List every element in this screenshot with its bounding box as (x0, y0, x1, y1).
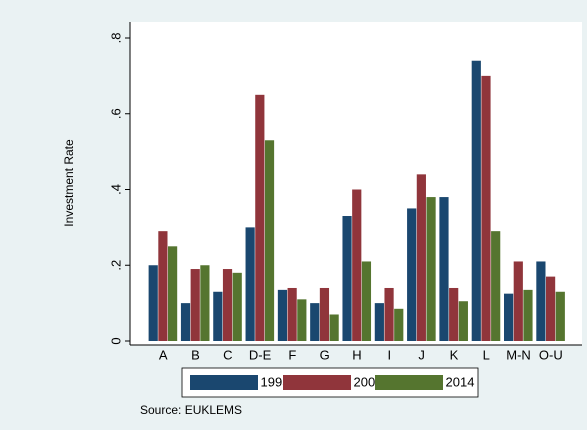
x-tick-label: G (320, 347, 330, 362)
y-tick-label: .6 (108, 108, 123, 119)
bar (245, 227, 255, 341)
x-tick-label: I (387, 347, 391, 362)
bar (213, 291, 223, 341)
bar (439, 197, 449, 341)
bar (481, 75, 491, 341)
bar (148, 265, 158, 341)
x-tick-label: M-N (506, 347, 531, 362)
legend-label: 1995 (261, 374, 290, 389)
bar (168, 246, 178, 341)
bar (491, 231, 501, 341)
y-tick-label: .2 (108, 260, 123, 271)
bar (329, 314, 339, 341)
bar (342, 216, 352, 341)
bar (523, 289, 533, 341)
bar (200, 265, 210, 341)
bar (297, 299, 307, 341)
x-tick-label: K (450, 347, 459, 362)
bar (352, 189, 362, 341)
source-note: Source: EUKLEMS (140, 403, 242, 417)
bar (255, 94, 265, 341)
legend-swatch (375, 375, 443, 390)
bar (426, 197, 436, 341)
x-tick-label: F (288, 347, 296, 362)
bar (536, 261, 546, 341)
bar (190, 269, 200, 341)
bar (416, 174, 426, 341)
y-tick-label: .4 (108, 184, 123, 195)
y-tick-label: 0 (108, 337, 123, 344)
bar (407, 208, 417, 341)
bar (180, 303, 191, 341)
bar (471, 60, 481, 341)
y-axis-title: Investment Rate (62, 139, 76, 227)
bar (277, 289, 288, 341)
bar (222, 269, 233, 341)
bar (287, 287, 297, 341)
bar (310, 303, 320, 341)
y-tick-label: .8 (108, 33, 123, 44)
bar (374, 303, 384, 341)
bar (449, 287, 459, 341)
x-tick-label: A (159, 347, 168, 362)
bar (546, 276, 556, 341)
bar (361, 261, 372, 341)
x-tick-label: J (418, 347, 425, 362)
bar (384, 287, 394, 341)
bar (158, 231, 168, 341)
legend-swatch (190, 375, 258, 390)
bar (264, 140, 275, 341)
legend-swatch (283, 375, 351, 390)
bar (513, 261, 523, 341)
bar (394, 308, 404, 341)
x-tick-label: B (191, 347, 200, 362)
x-tick-label: C (223, 347, 232, 362)
x-tick-label: H (352, 347, 361, 362)
x-tick-label: O-U (539, 347, 563, 362)
bar (319, 287, 330, 341)
legend-label: 2014 (446, 374, 475, 389)
x-tick-label: D-E (249, 347, 272, 362)
bar (458, 301, 468, 341)
bar (555, 291, 565, 341)
x-tick-label: L (483, 347, 490, 362)
bar (232, 272, 242, 341)
bar (504, 293, 514, 341)
